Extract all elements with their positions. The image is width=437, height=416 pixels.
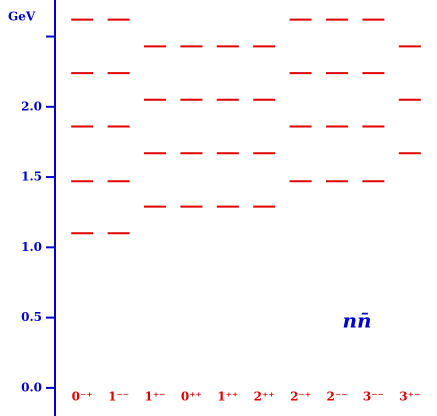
x-tick-label: 3⁻⁻ [363,390,384,404]
y-tick-label: 0.0 [21,380,42,394]
y-tick-label: 1.0 [21,240,42,254]
x-tick-label: 0⁻⁺ [72,390,93,404]
x-tick-label: 1⁺⁻ [144,390,165,404]
x-tick-label: 0⁺⁺ [181,390,202,404]
x-tick-label: 1⁺⁺ [217,390,238,404]
annotation: nn̄ [342,309,371,333]
x-tick-label: 2⁺⁺ [254,390,275,404]
x-tick-label: 1⁻⁻ [108,390,129,404]
y-tick-label: 2.0 [21,99,42,113]
x-tick-label: 2⁻⁺ [290,390,311,404]
y-tick-label: 1.5 [21,170,42,184]
y-tick-label: 0.5 [21,310,42,324]
x-tick-label: 2⁻⁻ [326,390,347,404]
y-axis-label: GeV [8,10,36,24]
x-tick-label: 3⁺⁻ [399,390,420,404]
